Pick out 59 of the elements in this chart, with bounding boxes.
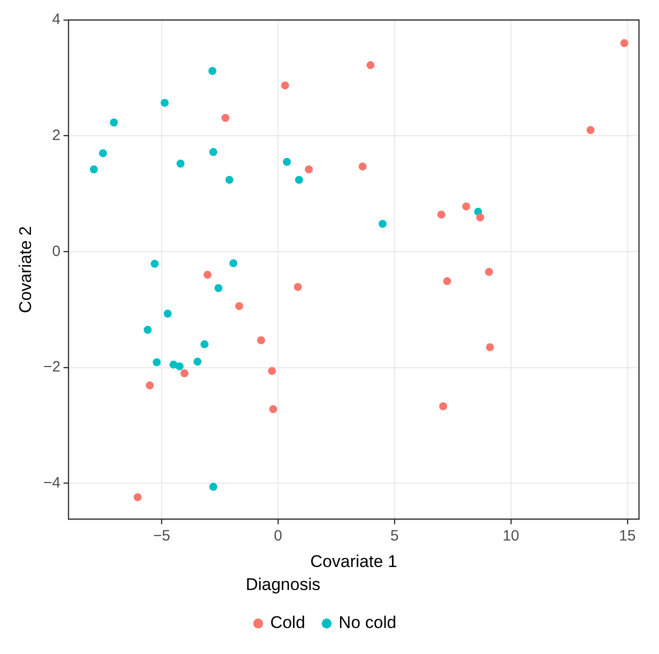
point xyxy=(443,277,452,286)
point xyxy=(90,165,98,174)
y-tick-label: 4 xyxy=(52,11,60,28)
point xyxy=(150,260,159,268)
point xyxy=(134,493,142,502)
point xyxy=(200,340,208,348)
point xyxy=(269,405,278,414)
y-tick-label: −4 xyxy=(43,474,60,492)
point xyxy=(294,282,302,291)
point xyxy=(209,148,218,156)
point xyxy=(586,126,595,134)
legend-label: No cold xyxy=(338,613,396,632)
point xyxy=(180,369,188,378)
point xyxy=(214,284,222,292)
x-tick-label: 15 xyxy=(619,527,636,544)
point xyxy=(366,61,375,70)
point xyxy=(209,482,218,491)
point xyxy=(194,358,202,366)
point xyxy=(98,149,107,158)
point xyxy=(462,202,470,210)
y-tick-label: 0 xyxy=(52,242,60,260)
point xyxy=(295,176,304,184)
point xyxy=(204,270,212,279)
x-tick-label: −5 xyxy=(153,527,170,544)
point xyxy=(146,381,154,390)
point xyxy=(160,98,169,107)
y-tick-label: −2 xyxy=(43,358,60,376)
point xyxy=(164,310,172,318)
point xyxy=(476,213,484,222)
point xyxy=(144,326,152,334)
y-axis-title: Covariate 2 xyxy=(16,226,35,314)
x-tick-label: 0 xyxy=(274,527,282,544)
point xyxy=(229,259,238,268)
point xyxy=(281,81,290,90)
x-axis-title: Covariate 1 xyxy=(310,552,398,572)
point xyxy=(282,158,291,166)
point xyxy=(437,210,446,219)
legend-label: Cold xyxy=(270,613,306,632)
point xyxy=(152,358,161,366)
point xyxy=(235,302,244,310)
point xyxy=(486,343,494,352)
y-tick-label: 2 xyxy=(52,126,60,144)
point xyxy=(257,336,266,344)
point xyxy=(439,402,448,410)
point xyxy=(110,118,118,127)
x-tick-label: 5 xyxy=(390,527,399,544)
point xyxy=(378,220,387,228)
point xyxy=(208,66,216,75)
point xyxy=(225,176,234,184)
point xyxy=(176,362,184,370)
point xyxy=(268,366,276,375)
x-tick-label: 10 xyxy=(502,527,520,544)
point xyxy=(485,268,494,276)
point xyxy=(176,160,185,168)
point xyxy=(221,114,230,122)
point xyxy=(304,165,313,174)
point xyxy=(358,162,367,171)
point xyxy=(620,39,628,48)
legend-title: Diagnosis xyxy=(246,574,320,594)
